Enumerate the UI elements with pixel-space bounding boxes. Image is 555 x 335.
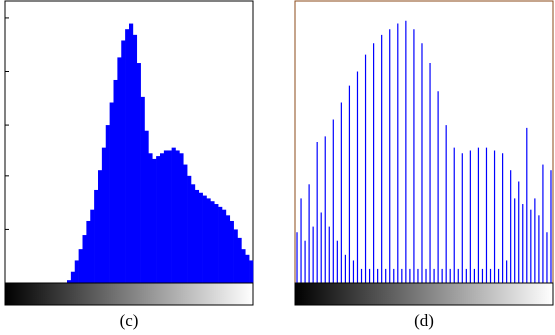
bar (225, 215, 231, 283)
bar (249, 260, 254, 283)
bar (163, 150, 169, 283)
bar (237, 237, 242, 283)
bar (179, 153, 184, 283)
bar (202, 195, 207, 283)
bar (198, 192, 203, 283)
bar (105, 125, 110, 283)
bar (101, 147, 107, 283)
bar (245, 254, 250, 283)
bar (129, 23, 134, 284)
bar (152, 158, 157, 283)
bar (218, 206, 223, 283)
bar (86, 220, 91, 283)
bar (82, 235, 87, 283)
bar (144, 130, 149, 283)
bar (183, 164, 188, 283)
bar (74, 260, 79, 283)
bar (229, 220, 234, 283)
bar (160, 153, 165, 283)
bar (78, 249, 83, 283)
bar (121, 40, 126, 284)
bar (98, 170, 103, 283)
bar (148, 153, 153, 283)
bar (113, 79, 118, 284)
bar (94, 189, 99, 283)
bar (90, 209, 95, 283)
bar (210, 201, 215, 283)
bar (67, 280, 72, 283)
bar (191, 184, 196, 283)
bar (194, 189, 200, 283)
bar (206, 198, 211, 283)
bar (156, 156, 161, 283)
bar (222, 209, 227, 283)
bar (171, 147, 176, 283)
gray-scale-bar (4, 282, 254, 306)
bar (109, 102, 114, 284)
bar (117, 57, 122, 284)
caption: (d) (414, 311, 434, 330)
bar (214, 204, 219, 283)
bar (167, 150, 172, 283)
bar (241, 249, 246, 283)
caption: (c) (120, 311, 139, 330)
bar (125, 29, 130, 284)
bar (70, 271, 76, 283)
bar (132, 34, 138, 284)
bar (140, 96, 145, 283)
bar (187, 175, 192, 283)
bar (233, 229, 238, 283)
bar (175, 150, 180, 283)
bar (136, 63, 141, 283)
gray-scale-bar (294, 282, 554, 306)
